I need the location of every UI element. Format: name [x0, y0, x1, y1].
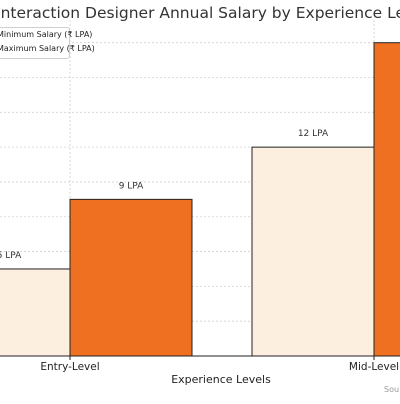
legend-label-max: Maximum Salary (₹ LPA) — [0, 44, 95, 53]
bar-min-1 — [251, 146, 375, 357]
x-axis-label: Experience Levels — [171, 373, 271, 386]
bar-min-0 — [0, 268, 71, 357]
source-note: Sou — [384, 385, 399, 394]
bars — [0, 42, 400, 357]
x-ticks: Entry-Level Mid-Level — [40, 356, 399, 373]
legend: Minimum Salary (₹ LPA) Maximum Salary (₹… — [0, 27, 95, 59]
x-tick-label: Mid-Level — [349, 361, 399, 373]
data-labels: 5 LPA 12 LPA 9 LPA — [0, 129, 329, 261]
data-label-min-1: 12 LPA — [298, 129, 329, 139]
chart-title: Interaction Designer Annual Salary by Ex… — [0, 4, 400, 22]
data-label-min-0: 5 LPA — [0, 251, 22, 261]
bar-max-0 — [69, 198, 193, 357]
legend-item-max: Maximum Salary (₹ LPA) — [0, 44, 95, 58]
legend-item-min: Minimum Salary (₹ LPA) — [0, 30, 92, 44]
legend-label-min: Minimum Salary (₹ LPA) — [0, 30, 93, 39]
data-label-max-0: 9 LPA — [119, 181, 144, 191]
bar-max-1 — [373, 42, 400, 357]
x-tick-label: Entry-Level — [40, 361, 99, 373]
